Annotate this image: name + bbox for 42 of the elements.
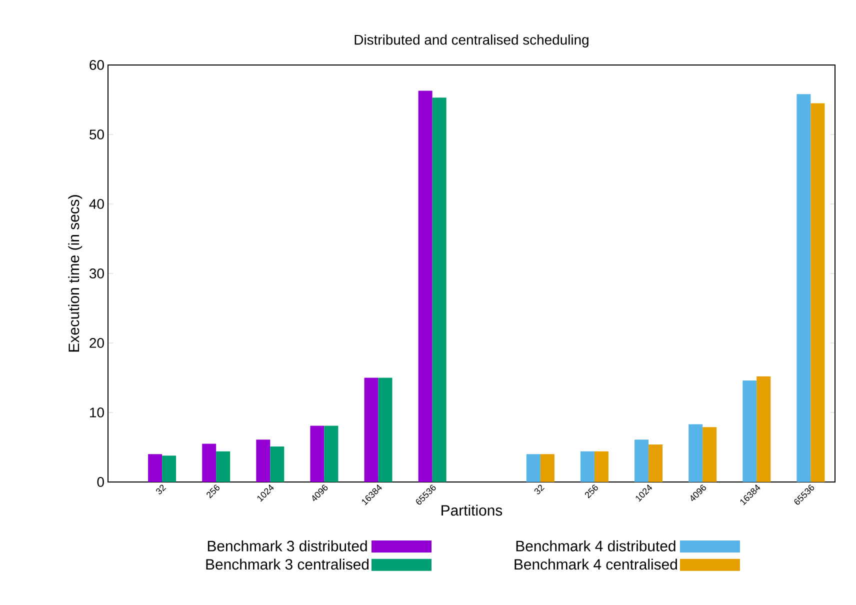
bar	[648, 444, 663, 482]
bar	[742, 380, 757, 482]
x-axis-title: Partitions	[442, 504, 502, 516]
bar	[256, 440, 270, 482]
legend-label: Benchmark 4 distributed	[516, 540, 676, 552]
bar	[324, 426, 338, 482]
bar	[364, 378, 378, 482]
y-tick-label: 0	[97, 477, 104, 487]
bar	[796, 94, 811, 482]
bar	[270, 446, 284, 482]
bar	[378, 378, 392, 482]
bar	[216, 451, 230, 482]
bar	[702, 427, 717, 482]
legend-label: Benchmark 4 centralised	[514, 558, 677, 570]
bar	[688, 424, 703, 482]
y-tick-label: 20	[90, 338, 104, 348]
x-tick-label: 32	[534, 484, 545, 494]
bar	[202, 444, 216, 482]
legend-label: Benchmark 3 distributed	[208, 540, 367, 552]
bar	[432, 98, 446, 482]
bar	[540, 454, 554, 482]
x-tick-label: 32	[156, 484, 166, 494]
bar	[418, 90, 432, 482]
bar	[634, 440, 649, 482]
y-tick-label: 40	[89, 199, 104, 209]
chart-title: Distributed and centralised scheduling	[354, 34, 588, 48]
y-axis-title: Execution time (in secs)	[68, 195, 82, 352]
bar	[526, 454, 540, 482]
x-tick-label: 256	[206, 484, 220, 498]
bar	[310, 426, 324, 482]
bar	[756, 376, 771, 482]
y-tick-label: 30	[90, 268, 104, 278]
x-tick-label: 256	[584, 484, 598, 498]
bar	[594, 451, 608, 482]
bar	[580, 451, 594, 482]
y-tick-label: 50	[90, 130, 104, 140]
legend-label: Benchmark 3 centralised	[206, 558, 369, 570]
bar	[162, 456, 176, 482]
bar	[148, 454, 162, 482]
y-tick-label: 10	[90, 408, 104, 418]
bar	[810, 103, 825, 482]
y-tick-label: 60	[90, 60, 104, 70]
